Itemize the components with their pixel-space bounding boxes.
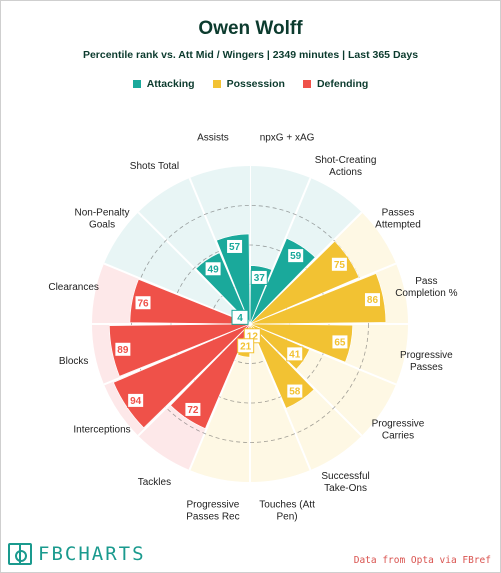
sector-divider <box>249 211 363 325</box>
bar-assists <box>216 233 251 325</box>
value-box-interceptions <box>127 392 145 408</box>
category-label-shot-creating-actions: Shot-Creating Actions <box>315 155 377 178</box>
data-credit: Data from Opta via FBref <box>353 555 491 566</box>
value-box-progressive-passes-rec <box>237 338 255 354</box>
value-box-non-penalty-goals <box>231 309 249 325</box>
value-box-progressive-passes <box>331 334 349 350</box>
category-label-npxg-xag: npxG + xAG <box>260 133 315 144</box>
legend-label-possession: Possession <box>226 78 285 90</box>
grid-ring-50 <box>170 244 330 404</box>
category-label-tackles: Tackles <box>138 477 171 488</box>
legend-item-attacking: Attacking <box>132 78 195 90</box>
bar-progressive-passes <box>249 323 353 363</box>
value-box-npxg-xag <box>250 269 268 285</box>
sector-divider <box>103 323 251 386</box>
pitch-icon <box>8 543 32 565</box>
bar-pass-completion <box>249 273 387 325</box>
grid-ring-75 <box>131 205 369 443</box>
category-label-passes-attempted: Passes Attempted <box>375 207 421 230</box>
category-label-interceptions: Interceptions <box>73 425 130 436</box>
grid-ring-25 <box>210 284 290 364</box>
category-label-assists: Assists <box>197 133 229 144</box>
category-label-successful-take-ons: Successful Take-Ons <box>321 471 369 494</box>
value-box-successful-take-ons <box>286 383 304 399</box>
brand-text: FBCHARTS <box>38 543 146 565</box>
value-label-pass-completion: 86 <box>367 295 379 306</box>
bar-blocks <box>109 323 251 377</box>
sector-divider <box>103 262 251 325</box>
value-label-npxg-xag: 37 <box>254 273 266 284</box>
category-label-shots-total: Shots Total <box>130 161 179 172</box>
value-label-touches-att-pen: 12 <box>247 331 259 342</box>
value-label-tackles: 72 <box>187 405 199 416</box>
legend-swatch-possession <box>212 80 221 88</box>
legend-label-defending: Defending <box>316 78 369 90</box>
value-label-non-penalty-goals: 4 <box>237 313 243 324</box>
category-label-progressive-passes: Progressive Passes <box>400 350 453 373</box>
sector-divider <box>249 323 363 437</box>
value-label-blocks: 89 <box>117 345 129 356</box>
legend-item-defending: Defending <box>302 78 369 90</box>
category-label-touches-att-pen: Touches (Att Pen) <box>259 499 315 522</box>
bg-sector-touches-att-pen <box>250 324 311 482</box>
value-box-pass-completion <box>363 292 381 308</box>
legend-swatch-defending <box>302 80 311 88</box>
value-label-successful-take-ons: 58 <box>289 387 301 398</box>
category-label-blocks: Blocks <box>59 356 88 367</box>
bar-interceptions <box>113 323 251 429</box>
value-label-progressive-passes-rec: 21 <box>240 341 252 352</box>
legend-label-attacking: Attacking <box>146 78 195 90</box>
category-label-progressive-carries: Progressive Carries <box>372 419 425 442</box>
value-box-blocks <box>114 341 132 357</box>
fbcharts-logo: FBCHARTS <box>8 542 146 566</box>
value-label-passes-attempted: 75 <box>334 260 346 271</box>
value-box-tackles <box>184 401 202 417</box>
category-label-clearances: Clearances <box>48 282 99 293</box>
category-label-pass-completion: Pass Completion % <box>395 276 457 299</box>
value-label-shots-total: 49 <box>208 264 220 275</box>
value-box-passes-attempted <box>330 256 348 272</box>
value-box-shots-total <box>204 261 222 277</box>
value-label-assists: 57 <box>229 242 241 253</box>
value-label-interceptions: 94 <box>130 396 142 407</box>
category-label-non-penalty-goals: Non-Penalty Goals <box>75 207 130 230</box>
chart-title: Owen Wolff <box>198 18 303 39</box>
bar-clearances <box>129 278 251 325</box>
category-label-progressive-passes-rec: Progressive Passes Rec <box>186 499 240 522</box>
sector-divider <box>188 177 251 325</box>
value-label-shot-creating-actions: 59 <box>290 251 302 262</box>
value-box-assists <box>226 238 244 254</box>
legend-swatch-attacking <box>132 80 141 88</box>
value-label-clearances: 76 <box>137 298 149 309</box>
value-box-clearances <box>134 295 152 311</box>
bg-sector-progressive-passes-rec <box>189 324 250 482</box>
chart-subtitle: Percentile rank vs. Att Mid / Wingers | … <box>82 49 419 61</box>
value-label-progressive-carries: 41 <box>289 349 301 360</box>
bg-sector-non-penalty-goals <box>104 212 250 324</box>
legend: Attacking Possession Defending <box>0 78 501 90</box>
value-label-progressive-passes: 65 <box>334 337 346 348</box>
value-box-progressive-carries <box>286 346 304 362</box>
legend-item-possession: Possession <box>212 78 285 90</box>
value-box-shot-creating-actions <box>287 248 305 264</box>
